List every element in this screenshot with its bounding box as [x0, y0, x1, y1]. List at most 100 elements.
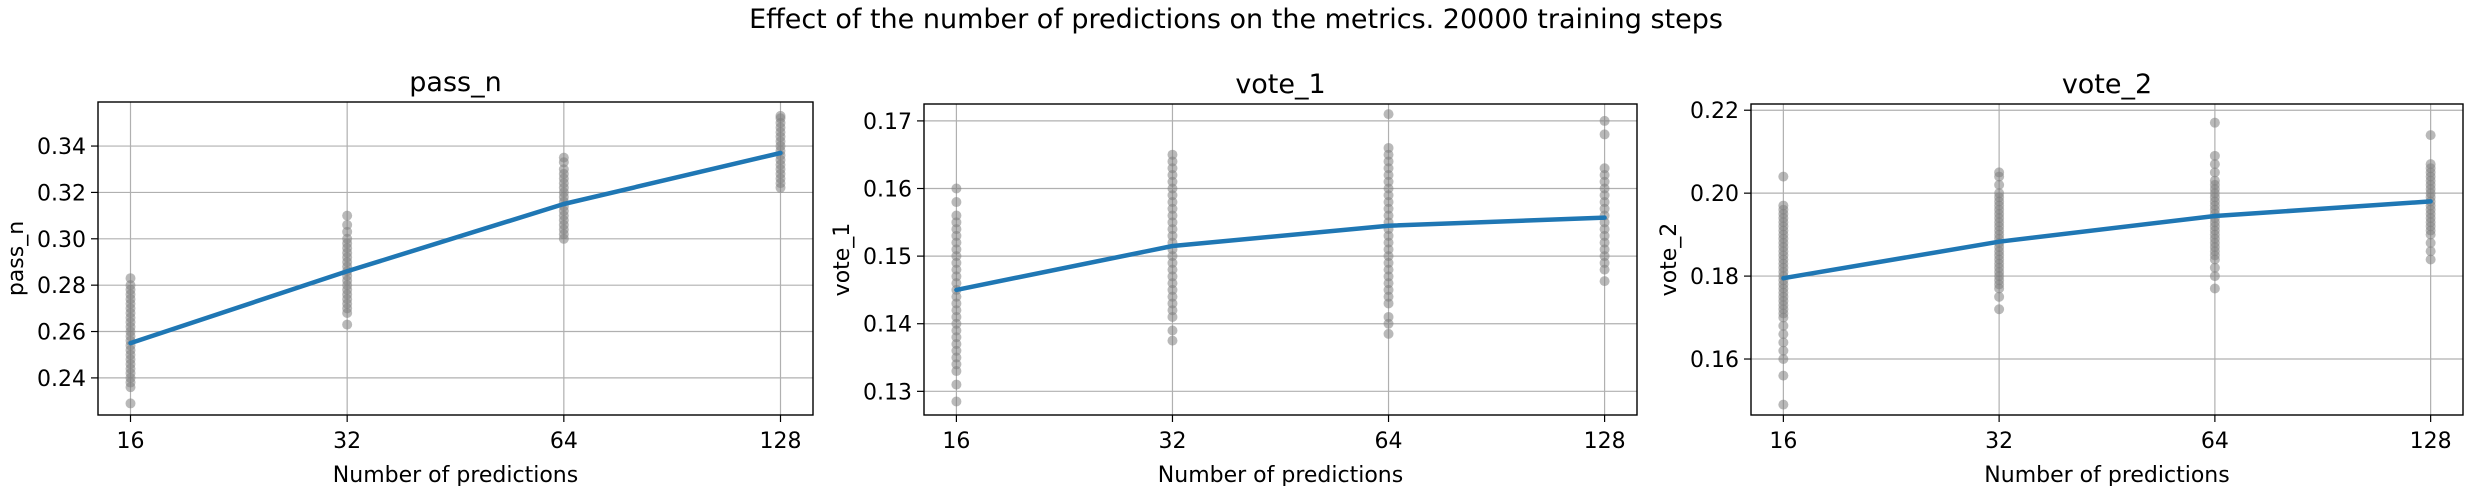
plot-frame — [97, 101, 814, 416]
scatter-point — [1167, 149, 1178, 160]
y-tick-label: 0.20 — [1690, 182, 1739, 207]
chart-title: vote_2 — [2062, 69, 2152, 100]
y-tick-label: 0.32 — [37, 181, 86, 206]
scatter-point — [1778, 399, 1789, 410]
scatter-point — [1383, 328, 1394, 339]
y-tick-label: 0.16 — [863, 178, 912, 203]
plot-frame — [923, 103, 1638, 416]
scatter-point — [125, 280, 136, 291]
scatter-point — [1599, 163, 1610, 174]
y-tick-label: 0.17 — [863, 110, 912, 135]
scatter-point — [775, 110, 786, 121]
scatter-point — [951, 379, 962, 390]
scatter-point — [1778, 171, 1789, 182]
chart-vote_2: 16 32 64 128 0.16 0.18 0.20 0.22 vote_2 Number of… — [1657, 69, 2464, 486]
scatter-point — [1778, 329, 1789, 340]
scatter-point — [2209, 167, 2220, 178]
x-tick-label: 64 — [550, 429, 578, 454]
scatter-point — [2425, 130, 2436, 141]
scatter-point — [2209, 150, 2220, 161]
y-tick-label: 0.22 — [1690, 99, 1739, 124]
scatter-point — [951, 396, 962, 407]
scatter-point — [1994, 167, 2005, 178]
x-axis-label: Number of predictions — [333, 463, 578, 486]
x-axis-label: Number of predictions — [1158, 463, 1403, 486]
series-line — [128, 150, 783, 346]
scatter-point — [1994, 179, 2005, 190]
x-tick-label: 32 — [1158, 429, 1186, 454]
scatter-point — [951, 197, 962, 208]
y-tick-label: 0.24 — [37, 367, 86, 392]
scatter-point — [2425, 246, 2436, 257]
x-tick-label: 64 — [1375, 429, 1403, 454]
scatter-point — [2209, 262, 2220, 273]
scatter-point — [558, 152, 569, 163]
scatter-point — [2425, 237, 2436, 248]
y-tick-label: 0.16 — [1690, 348, 1739, 373]
scatter-point — [1167, 335, 1178, 346]
scatter-point — [1778, 200, 1789, 211]
scatter-point — [342, 226, 353, 237]
scatter-point — [558, 164, 569, 175]
y-tick-label: 0.18 — [1690, 265, 1739, 290]
scatter-point — [1778, 345, 1789, 356]
y-tick-label: 0.15 — [863, 245, 912, 270]
chart-pass_n: 16 32 64 128 0.24 0.26 0.28 0.30 0.32 0.34 pass_n N… — [4, 67, 814, 486]
series-line — [954, 215, 1607, 293]
scatter-point — [2425, 254, 2436, 265]
scatter-point — [1778, 337, 1789, 348]
x-tick-label: 16 — [942, 429, 970, 454]
chart-title: vote_1 — [1235, 69, 1325, 100]
scatter-point — [342, 319, 353, 330]
y-tick-label: 0.14 — [863, 313, 912, 338]
scatter-point — [342, 233, 353, 244]
scatter-point — [2209, 117, 2220, 128]
x-tick-label: 64 — [2201, 429, 2229, 454]
y-axis-label: pass_n — [4, 221, 29, 296]
scatter-point — [2209, 271, 2220, 282]
y-tick-label: 0.26 — [37, 321, 86, 346]
scatter-point — [342, 210, 353, 221]
x-tick-label: 128 — [2410, 429, 2452, 454]
x-tick-label: 16 — [1769, 429, 1797, 454]
x-tick-label: 32 — [333, 429, 361, 454]
series-line — [1781, 199, 2433, 281]
scatter-point — [1383, 142, 1394, 153]
scatter-point — [1994, 188, 2005, 199]
x-tick-label: 128 — [1584, 429, 1626, 454]
scatter-point — [125, 273, 136, 284]
chart-title: pass_n — [409, 67, 501, 98]
x-tick-label: 16 — [117, 429, 145, 454]
y-axis-label: vote_2 — [1657, 223, 1682, 297]
scatter-point — [1994, 304, 2005, 315]
x-tick-label: 32 — [1985, 429, 2013, 454]
scatter-point — [1778, 320, 1789, 331]
scatter-point — [1778, 354, 1789, 365]
scatter-point — [2209, 283, 2220, 294]
scatter-point — [2425, 159, 2436, 170]
plot-frame — [1750, 103, 2464, 416]
scatter-point — [1994, 291, 2005, 302]
y-tick-label: 0.30 — [37, 228, 86, 253]
scatter-point — [951, 183, 962, 194]
scatter-point — [1599, 129, 1610, 140]
y-tick-label: 0.13 — [863, 380, 912, 405]
y-tick-label: 0.28 — [37, 274, 86, 299]
y-tick-label: 0.34 — [37, 135, 86, 160]
chart-vote_1: 16 32 64 128 0.13 0.14 0.15 0.16 0.17 vote_1 Numbe… — [830, 69, 1638, 486]
scatter-point — [1599, 115, 1610, 126]
x-axis-label: Number of predictions — [1984, 463, 2229, 486]
scatter-point — [2209, 175, 2220, 186]
scatter-point — [951, 210, 962, 221]
scatter-point — [1778, 370, 1789, 381]
scatter-point — [2209, 159, 2220, 170]
scatter-point — [1383, 109, 1394, 120]
scatter-point — [1167, 325, 1178, 336]
scatter-point — [342, 219, 353, 230]
figure-title: Effect of the number of predictions on t… — [749, 4, 1723, 35]
scatter-point — [125, 398, 136, 409]
scatter-point — [1599, 276, 1610, 287]
scatter-point — [1383, 311, 1394, 322]
x-tick-label: 128 — [760, 429, 802, 454]
